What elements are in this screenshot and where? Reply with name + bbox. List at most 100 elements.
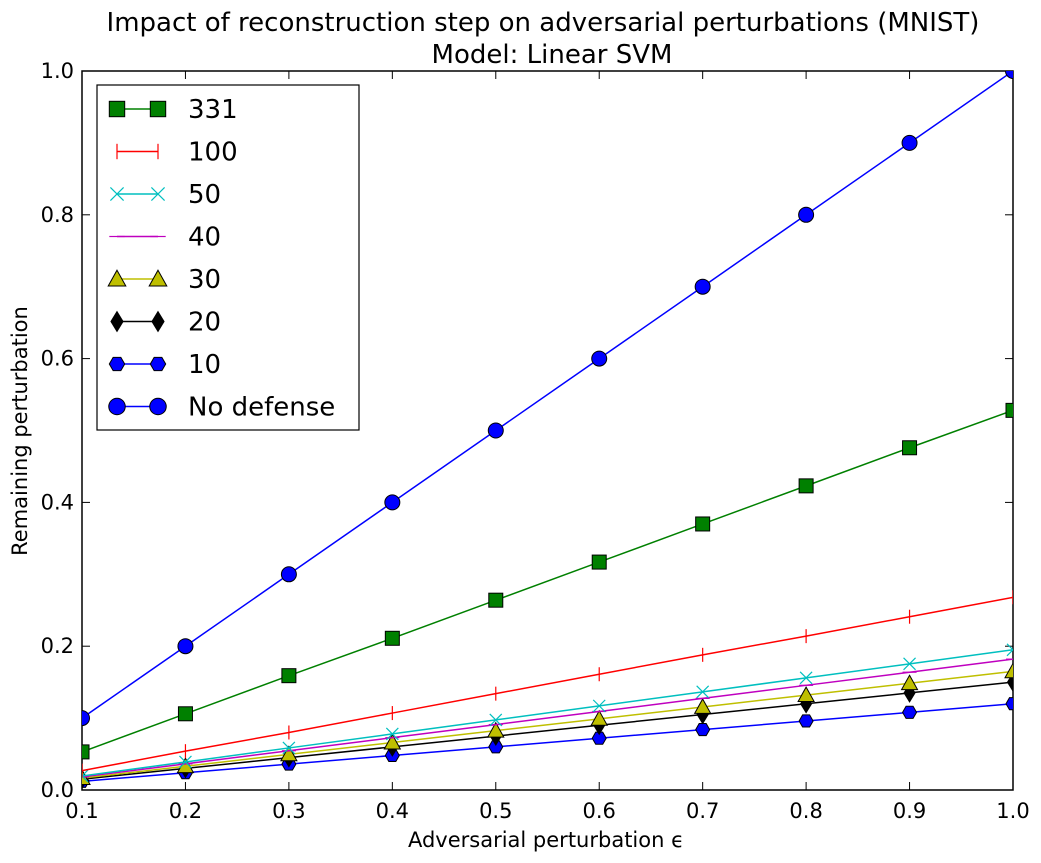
series-line <box>82 670 1013 779</box>
y-tick-label: 0.8 <box>41 203 74 227</box>
chart-subtitle: Model: Linear SVM <box>432 40 673 70</box>
legend-marker <box>110 310 124 333</box>
data-point <box>693 697 712 714</box>
legend-marker <box>107 269 127 287</box>
x-tick-label: 0.9 <box>893 799 926 823</box>
series-30 <box>82 662 1013 786</box>
series-no-defense <box>82 71 1013 727</box>
data-point <box>177 706 193 722</box>
legend-label: 50 <box>188 180 221 210</box>
data-point <box>902 440 918 456</box>
data-point <box>695 723 711 737</box>
data-point <box>82 769 89 783</box>
data-point <box>901 705 918 719</box>
data-point <box>487 422 504 439</box>
legend-label: 10 <box>188 350 221 380</box>
legend-label: 100 <box>188 138 238 168</box>
y-axis-label: Remaining perturbation <box>8 306 32 556</box>
legend-label: 40 <box>188 223 221 253</box>
y-tick-label: 0.4 <box>41 490 74 514</box>
series-line <box>82 409 1013 753</box>
axes-frame <box>81 70 1014 791</box>
series-line <box>82 681 1013 780</box>
legend-label: 331 <box>188 95 238 125</box>
series-line <box>82 649 1013 777</box>
data-point <box>591 554 607 570</box>
x-tick-label: 0.1 <box>65 799 98 823</box>
chart-title: Impact of reconstruction step on adversa… <box>107 8 980 38</box>
legend-label: No defense <box>188 393 335 423</box>
series-50 <box>82 643 1013 783</box>
data-point <box>177 638 194 655</box>
legend-entry: 20 <box>110 308 221 338</box>
series-100 <box>82 590 1013 778</box>
legend-entry: 50 <box>109 180 221 210</box>
data-point <box>591 731 607 745</box>
data-point <box>695 516 711 532</box>
data-point <box>280 566 297 583</box>
legend-entry: 100 <box>116 138 238 168</box>
legend-marker <box>149 100 167 118</box>
data-point <box>489 713 503 727</box>
data-point <box>592 699 606 713</box>
data-point <box>900 674 919 691</box>
y-tick-label: 0.6 <box>41 347 74 371</box>
series-layer <box>82 71 1013 790</box>
legend-entry: 30 <box>107 265 221 295</box>
legend: 331 100 50 40 30 20 10 No defense <box>96 84 360 431</box>
data-point <box>383 733 402 750</box>
legend-marker <box>108 397 126 416</box>
data-point <box>384 494 401 511</box>
data-point <box>1005 71 1013 79</box>
data-point <box>488 592 504 608</box>
data-point <box>590 709 609 726</box>
data-point <box>384 630 400 646</box>
y-tick-label: 0.2 <box>41 634 74 658</box>
x-tick-label: 0.4 <box>376 799 409 823</box>
legend-marker <box>148 269 168 287</box>
series-line <box>82 658 1013 778</box>
legend-marker <box>149 397 167 416</box>
legend-box <box>96 84 360 431</box>
x-tick-label: 0.2 <box>169 799 202 823</box>
legend-entry: 10 <box>108 350 221 380</box>
legend-entry: 331 <box>108 95 238 125</box>
legend-label: 30 <box>188 265 221 295</box>
y-tick-label: 1.0 <box>41 59 74 83</box>
data-point <box>591 350 608 367</box>
data-point <box>798 714 814 728</box>
data-point <box>696 685 710 699</box>
data-point <box>82 744 90 760</box>
legend-marker <box>108 100 126 118</box>
plot-area: 0.1 0.2 0.3 0.4 0.5 0.6 0.7 0.8 0.9 1.0 0.0 0.2 0.4 0… <box>41 59 1030 823</box>
data-point <box>797 686 815 702</box>
legend-marker <box>150 186 166 202</box>
series-line <box>82 596 1013 772</box>
legend-marker <box>151 310 165 333</box>
data-point <box>799 671 813 685</box>
legend-marker <box>108 356 126 372</box>
data-point <box>903 657 916 671</box>
series-line <box>82 71 1013 719</box>
series-40 <box>82 658 1013 778</box>
x-tick-label: 0.7 <box>686 799 719 823</box>
data-point <box>281 668 297 684</box>
legend-marker <box>109 186 125 202</box>
data-point <box>1005 402 1013 418</box>
data-point <box>82 710 90 727</box>
data-point <box>486 721 505 738</box>
data-point <box>385 727 399 741</box>
y-tick-label: 0.0 <box>41 778 74 802</box>
legend-label: 20 <box>188 308 221 338</box>
data-point <box>488 740 504 754</box>
x-tick-label: 0.8 <box>789 799 822 823</box>
x-axis-label: Adversarial perturbation ϵ <box>408 828 684 852</box>
series-331 <box>82 402 1013 760</box>
legend-entry: No defense <box>108 393 335 423</box>
data-point <box>1005 697 1013 711</box>
data-point <box>1004 662 1013 679</box>
data-point <box>694 278 711 295</box>
legend-entry: 40 <box>109 223 221 253</box>
data-point <box>280 745 298 762</box>
